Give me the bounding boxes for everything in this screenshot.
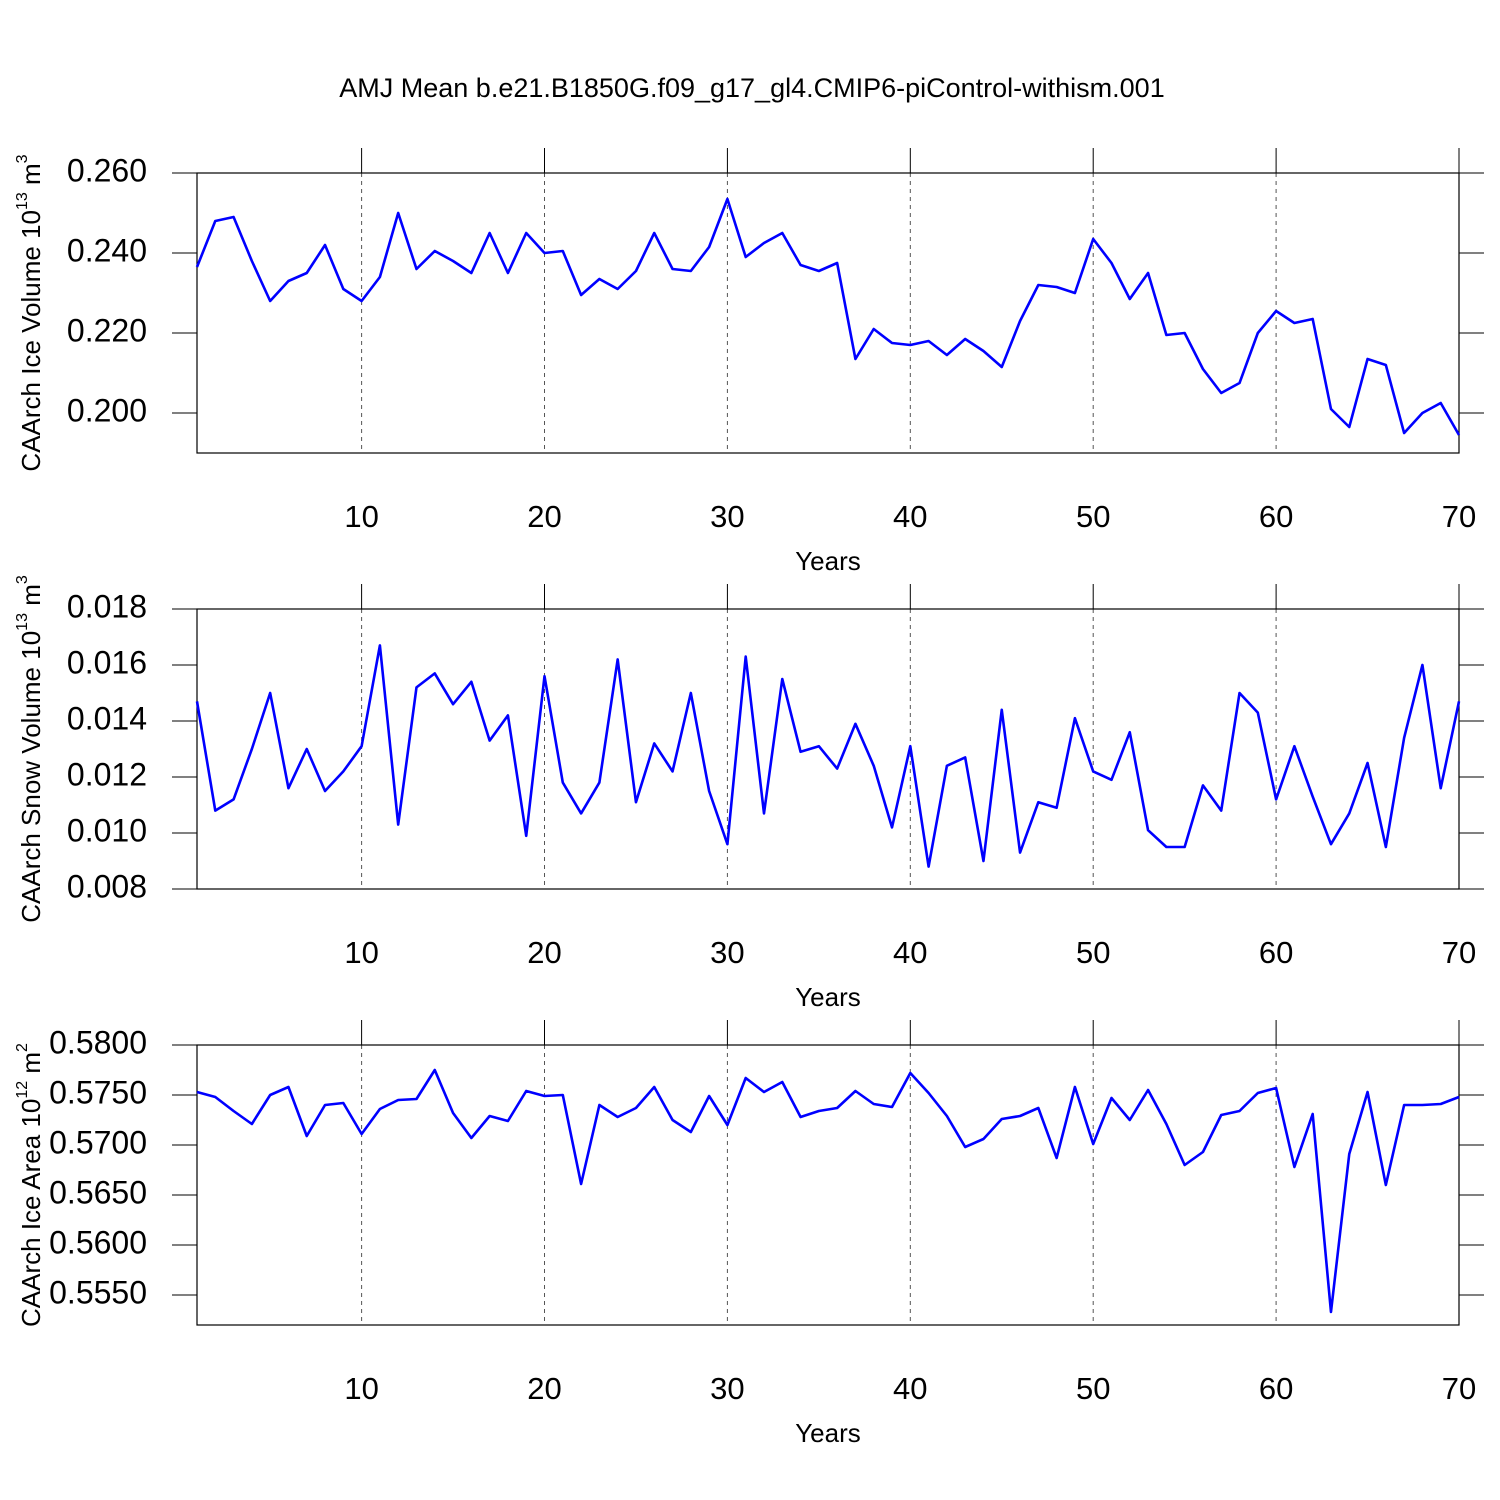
y-axis-label-exponent: 3 bbox=[14, 154, 31, 163]
x-tick-label: 30 bbox=[710, 935, 744, 970]
y-tick-label: 0.012 bbox=[67, 756, 147, 792]
x-tick-label: 70 bbox=[1442, 935, 1476, 970]
x-tick-label: 40 bbox=[893, 935, 927, 970]
x-tick-label: 50 bbox=[1076, 1371, 1110, 1406]
x-axis-label: Years bbox=[795, 982, 861, 1012]
data-line bbox=[196, 1068, 1460, 1314]
x-tick-label: 30 bbox=[710, 499, 744, 534]
x-tick-label: 20 bbox=[527, 499, 561, 534]
x-tick-label: 40 bbox=[893, 499, 927, 534]
plot-frame bbox=[196, 1044, 1460, 1326]
x-tick-label: 20 bbox=[527, 1371, 561, 1406]
x-tick-label: 20 bbox=[527, 935, 561, 970]
y-axis-label-exponent: 12 bbox=[14, 1081, 31, 1099]
plot-frame bbox=[196, 172, 1460, 454]
y-tick-label: 0.014 bbox=[67, 700, 147, 736]
plot-frame bbox=[196, 608, 1460, 890]
y-axis-label-exponent: 13 bbox=[14, 192, 31, 210]
x-tick-label: 60 bbox=[1259, 499, 1293, 534]
x-tick-label: 10 bbox=[344, 935, 378, 970]
x-tick-label: 60 bbox=[1259, 935, 1293, 970]
y-tick-label: 0.200 bbox=[67, 392, 147, 428]
y-tick-label: 0.008 bbox=[67, 868, 147, 904]
y-axis-label-part: CAArch Snow Volume 10 bbox=[16, 631, 46, 923]
y-tick-label: 0.260 bbox=[67, 152, 147, 188]
x-axis-label: Years bbox=[795, 546, 861, 576]
x-tick-label: 50 bbox=[1076, 935, 1110, 970]
x-axis-label: Years bbox=[795, 1418, 861, 1448]
y-axis-label-part: CAArch Ice Volume 10 bbox=[16, 210, 46, 472]
y-axis-label-part: m bbox=[16, 163, 46, 192]
y-tick-label: 0.018 bbox=[67, 588, 147, 624]
y-tick-label: 0.5650 bbox=[49, 1174, 147, 1210]
y-axis-label: CAArch Ice Volume 1013 m3 bbox=[14, 154, 46, 471]
x-tick-label: 10 bbox=[344, 499, 378, 534]
y-tick-label: 0.5600 bbox=[49, 1224, 147, 1260]
y-axis-label-part: m bbox=[16, 1052, 46, 1081]
chart-title: AMJ Mean b.e21.B1850G.f09_g17_gl4.CMIP6-… bbox=[339, 73, 1164, 103]
y-axis-label: CAArch Ice Area 1012 m2 bbox=[14, 1043, 46, 1327]
data-line bbox=[195, 197, 1461, 436]
x-tick-label: 40 bbox=[893, 1371, 927, 1406]
y-tick-label: 0.5550 bbox=[49, 1274, 147, 1310]
y-tick-label: 0.016 bbox=[67, 644, 147, 680]
y-axis-label-part: CAArch Ice Area 10 bbox=[16, 1099, 46, 1327]
x-tick-label: 70 bbox=[1442, 1371, 1476, 1406]
y-tick-label: 0.240 bbox=[67, 232, 147, 268]
y-axis-label: CAArch Snow Volume 1013 m3 bbox=[14, 575, 46, 923]
x-tick-label: 30 bbox=[710, 1371, 744, 1406]
x-tick-label: 10 bbox=[344, 1371, 378, 1406]
y-tick-label: 0.5800 bbox=[49, 1024, 147, 1060]
y-tick-label: 0.5700 bbox=[49, 1124, 147, 1160]
x-tick-label: 60 bbox=[1259, 1371, 1293, 1406]
y-axis-label-exponent: 3 bbox=[14, 575, 31, 584]
y-axis-label-exponent: 2 bbox=[14, 1043, 31, 1052]
y-tick-label: 0.5750 bbox=[49, 1074, 147, 1110]
data-line bbox=[195, 644, 1461, 868]
y-tick-label: 0.220 bbox=[67, 312, 147, 348]
x-tick-label: 70 bbox=[1442, 499, 1476, 534]
y-axis-label-exponent: 13 bbox=[14, 613, 31, 631]
y-tick-label: 0.010 bbox=[67, 812, 147, 848]
y-axis-label-part: m bbox=[16, 584, 46, 613]
x-tick-label: 50 bbox=[1076, 499, 1110, 534]
